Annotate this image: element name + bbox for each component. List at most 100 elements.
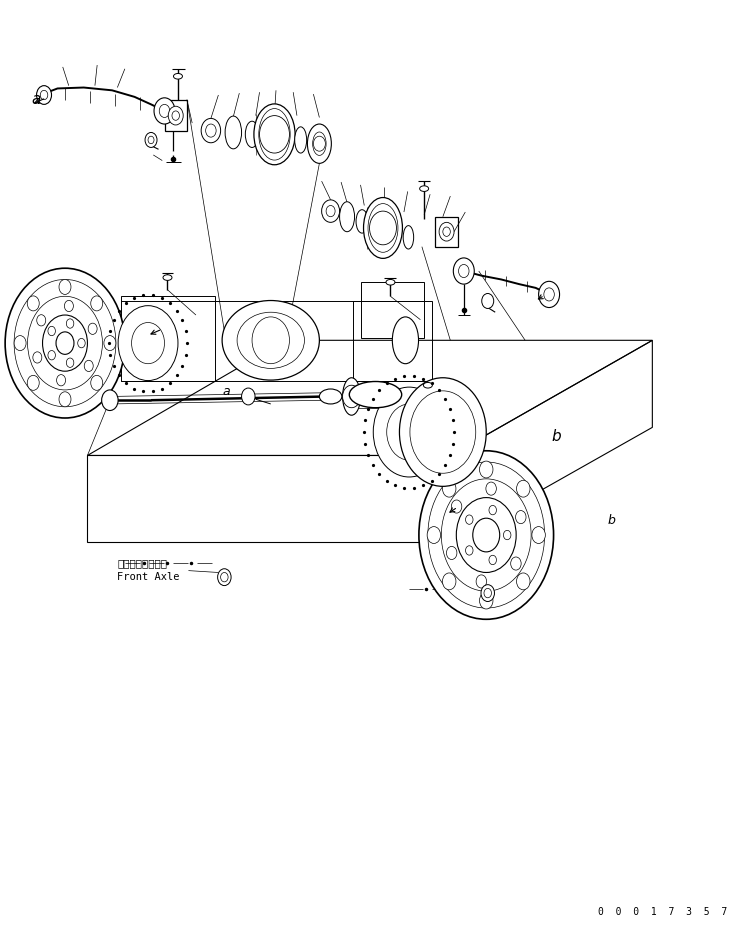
Circle shape [33, 352, 42, 363]
Circle shape [145, 132, 157, 147]
Circle shape [457, 498, 516, 573]
Circle shape [59, 280, 71, 295]
Circle shape [37, 85, 52, 104]
Circle shape [43, 315, 87, 371]
Ellipse shape [237, 312, 304, 368]
Circle shape [442, 573, 456, 590]
Circle shape [37, 315, 46, 326]
Text: b: b [608, 515, 615, 528]
Circle shape [91, 376, 103, 391]
Circle shape [532, 527, 545, 544]
Circle shape [516, 511, 526, 524]
Circle shape [326, 206, 335, 217]
Circle shape [260, 115, 289, 153]
Circle shape [218, 569, 231, 586]
Circle shape [442, 480, 456, 497]
Ellipse shape [424, 382, 433, 388]
Ellipse shape [259, 109, 290, 160]
Circle shape [400, 377, 486, 486]
Circle shape [369, 211, 397, 245]
Ellipse shape [356, 209, 368, 233]
Circle shape [14, 335, 26, 350]
Circle shape [544, 288, 554, 301]
Circle shape [206, 124, 216, 137]
Circle shape [454, 258, 475, 285]
Circle shape [481, 585, 494, 602]
Circle shape [221, 573, 228, 582]
Circle shape [387, 404, 432, 460]
Ellipse shape [225, 116, 242, 149]
Ellipse shape [319, 389, 342, 404]
Circle shape [56, 375, 65, 386]
Circle shape [5, 269, 125, 418]
Circle shape [446, 546, 457, 560]
Circle shape [313, 136, 325, 151]
Circle shape [48, 350, 56, 360]
Text: a: a [32, 92, 41, 107]
Ellipse shape [363, 197, 403, 258]
Circle shape [118, 306, 178, 380]
Circle shape [511, 557, 521, 570]
Circle shape [91, 296, 103, 311]
Circle shape [56, 331, 74, 354]
Circle shape [148, 136, 154, 144]
Circle shape [201, 118, 221, 143]
Circle shape [159, 104, 170, 117]
Circle shape [427, 527, 441, 544]
Ellipse shape [312, 132, 326, 155]
Circle shape [104, 335, 116, 350]
Circle shape [342, 385, 360, 408]
Circle shape [419, 451, 553, 620]
Circle shape [459, 265, 469, 278]
Circle shape [466, 515, 473, 524]
Circle shape [88, 323, 97, 334]
Circle shape [442, 479, 531, 592]
Circle shape [466, 546, 473, 555]
Ellipse shape [420, 186, 429, 192]
Circle shape [473, 518, 499, 552]
Ellipse shape [339, 202, 354, 232]
Ellipse shape [386, 280, 395, 285]
Circle shape [65, 300, 74, 312]
Text: 0  0  0  1  7  3  5  7: 0 0 0 1 7 3 5 7 [598, 907, 727, 917]
Circle shape [84, 361, 93, 372]
Circle shape [517, 480, 530, 497]
Circle shape [131, 322, 164, 363]
Circle shape [41, 90, 48, 100]
Circle shape [27, 376, 39, 391]
Ellipse shape [163, 275, 172, 281]
Circle shape [154, 98, 175, 124]
Ellipse shape [307, 124, 331, 163]
Ellipse shape [403, 225, 414, 249]
Circle shape [101, 390, 118, 410]
Circle shape [538, 282, 559, 308]
Circle shape [481, 294, 493, 309]
Circle shape [489, 505, 496, 515]
Circle shape [489, 555, 496, 564]
Circle shape [451, 500, 462, 513]
Circle shape [172, 111, 179, 120]
Ellipse shape [349, 381, 402, 408]
Circle shape [28, 297, 102, 390]
Circle shape [66, 358, 74, 367]
Text: a: a [222, 385, 230, 398]
Ellipse shape [368, 204, 398, 253]
Text: b: b [551, 429, 561, 444]
Ellipse shape [254, 104, 295, 164]
Circle shape [484, 589, 491, 598]
Ellipse shape [222, 300, 319, 380]
Circle shape [252, 316, 289, 363]
Circle shape [443, 227, 451, 237]
Circle shape [14, 280, 116, 407]
Ellipse shape [246, 121, 259, 147]
Ellipse shape [342, 377, 360, 415]
Ellipse shape [392, 316, 418, 363]
Circle shape [410, 391, 476, 473]
Text: Front Axle: Front Axle [117, 572, 179, 582]
Circle shape [476, 575, 487, 588]
Circle shape [486, 482, 496, 495]
Circle shape [321, 200, 339, 223]
Circle shape [48, 327, 56, 335]
Text: フロントアクスル: フロントアクスル [117, 558, 167, 568]
Circle shape [66, 319, 74, 329]
